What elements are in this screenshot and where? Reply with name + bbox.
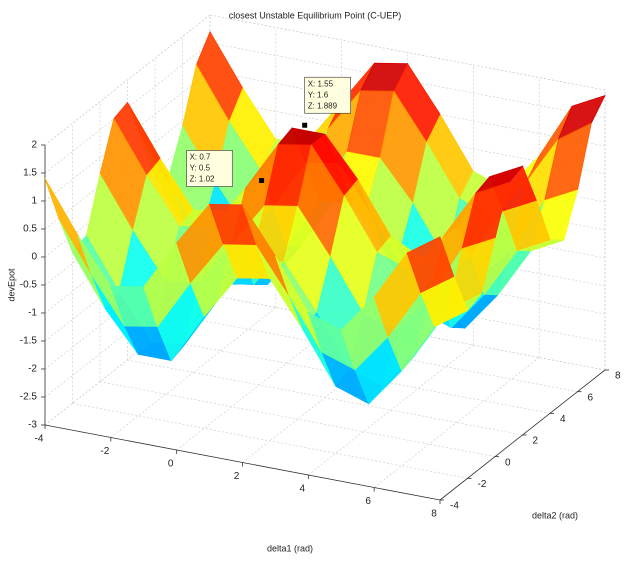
x-tick-label: -4 — [35, 434, 44, 445]
z-axis-label: devEpot — [6, 268, 16, 302]
grid-line — [110, 307, 277, 438]
z-tick-label: -2 — [28, 364, 37, 375]
y-tick-label: -4 — [450, 501, 459, 512]
x-tick-label: 8 — [431, 509, 437, 520]
z-tick-label: -1 — [28, 308, 37, 319]
data-tip: X: 0.7 Y: 0.5 Z: 1.02 — [186, 150, 265, 187]
x-tick-label: -2 — [100, 446, 109, 457]
z-tick-label: -0.5 — [20, 280, 38, 291]
x-tick-label: 6 — [365, 496, 371, 507]
data-tip-text: X: 1.55 — [308, 79, 334, 88]
x-tick-label: 2 — [234, 471, 240, 482]
x-tick-label: 0 — [168, 459, 174, 470]
z-tick-label: 1 — [31, 196, 37, 207]
data-tip-text: Z: 1.889 — [308, 101, 338, 110]
y-tick-label: 2 — [533, 436, 539, 447]
surface — [44, 30, 606, 405]
data-tip-text: Y: 0.5 — [190, 164, 211, 173]
y-axis-label: delta2 (rad) — [532, 510, 578, 520]
z-tick-label: 0.5 — [23, 224, 37, 235]
x-tick-label: 4 — [300, 484, 306, 495]
grid-line — [176, 319, 342, 451]
y-tick-label: 4 — [560, 414, 566, 425]
z-tick-label: -3 — [28, 420, 37, 431]
data-tip-marker — [259, 178, 265, 184]
surface-patch — [44, 178, 93, 276]
data-tip-box — [186, 150, 233, 187]
y-tick-label: 6 — [588, 392, 594, 403]
z-tick-label: -1.5 — [20, 336, 38, 347]
surface-patch — [406, 236, 455, 294]
chart-title: closest Unstable Equilibrium Point (C-UE… — [229, 10, 402, 20]
z-tick-label: 0 — [31, 252, 37, 263]
data-tip: X: 1.55 Y: 1.6 Z: 1.889 — [302, 76, 351, 128]
data-tip-marker — [302, 122, 308, 128]
axis-line — [44, 14, 211, 146]
z-tick-label: -2.5 — [20, 392, 38, 403]
x-axis-label: delta1 (rad) — [267, 543, 313, 553]
y-tick-label: 8 — [615, 371, 621, 382]
z-tick-label: 1.5 — [23, 168, 37, 179]
z-tick-label: 2 — [31, 140, 37, 151]
y-tick-label: 0 — [505, 457, 511, 468]
data-tip-text: Y: 1.6 — [308, 90, 329, 99]
grid-line — [99, 381, 496, 457]
y-tick-label: -2 — [478, 479, 487, 490]
data-tip-box — [304, 76, 351, 114]
grid-line — [72, 403, 468, 479]
axis-line — [209, 14, 606, 91]
grid-line — [373, 357, 540, 488]
data-tip-text: X: 0.7 — [190, 153, 211, 162]
data-tip-text: Z: 1.02 — [190, 175, 215, 184]
grid-line — [127, 359, 523, 436]
